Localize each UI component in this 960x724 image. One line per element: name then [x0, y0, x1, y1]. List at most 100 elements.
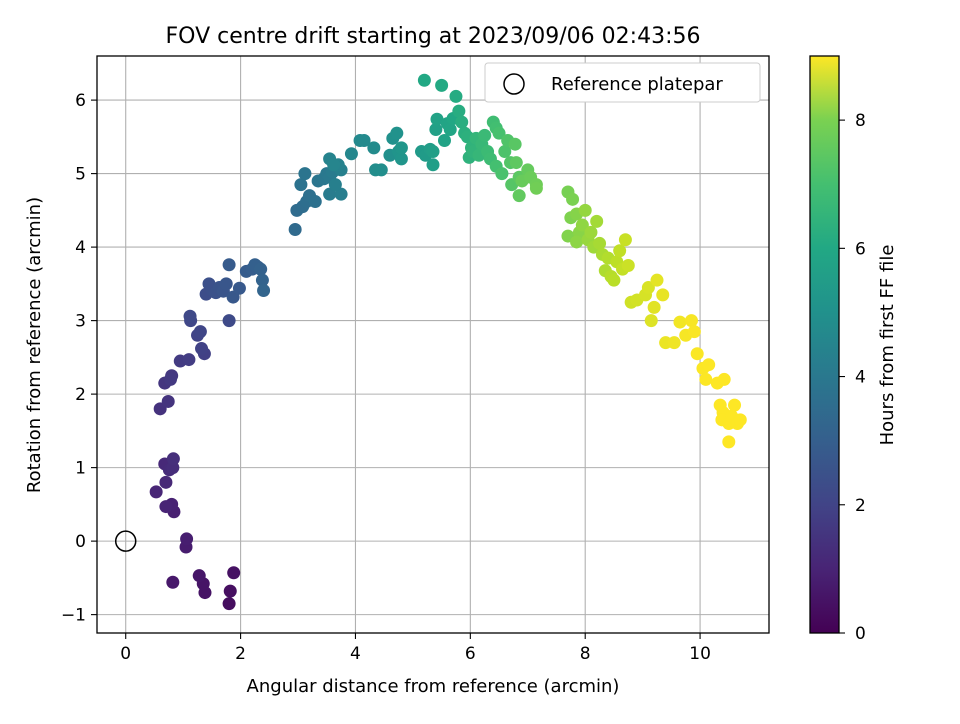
data-point [529, 181, 543, 195]
data-point [219, 277, 233, 291]
data-point [575, 218, 589, 232]
x-tick-label: 8 [580, 644, 591, 664]
data-point [618, 233, 632, 247]
data-point [394, 152, 408, 166]
data-point [607, 273, 621, 287]
data-point [478, 128, 492, 142]
colorbar-gradient [809, 55, 840, 634]
data-point [621, 258, 635, 272]
data-point [437, 134, 451, 148]
data-point [590, 214, 604, 228]
legend-entry-reference-platepar: Reference platepar [551, 74, 723, 95]
scatter-points [149, 73, 747, 611]
reference-platepar-marker [114, 530, 137, 552]
data-point [328, 178, 342, 192]
data-point [180, 532, 194, 546]
x-tick-label: 6 [465, 644, 476, 664]
data-point [159, 500, 173, 514]
x-tick-label: 4 [350, 644, 361, 664]
data-point [455, 115, 469, 129]
data-point [159, 475, 173, 489]
data-point [641, 281, 655, 295]
data-point [452, 104, 466, 118]
data-point [426, 145, 440, 159]
legend-box [484, 62, 761, 103]
data-point [222, 314, 236, 328]
data-point [593, 236, 607, 250]
data-point [498, 145, 512, 159]
x-axis-label: Angular distance from reference (arcmin) [247, 676, 620, 697]
data-point [443, 123, 457, 137]
y-tick-label: −1 [61, 606, 86, 626]
data-point [367, 141, 381, 155]
data-point [182, 353, 196, 367]
data-point [323, 187, 337, 201]
colorbar-tick-label: 4 [855, 368, 866, 388]
data-point [161, 394, 175, 408]
data-point [357, 134, 371, 148]
colorbar-ticks: 0 2 4 6 8 [839, 111, 866, 644]
x-tick-label: 2 [235, 644, 246, 664]
colorbar-tick-label: 0 [855, 624, 866, 644]
data-point [254, 262, 268, 276]
data-point [166, 452, 180, 466]
data-point [222, 258, 236, 272]
data-point [429, 123, 443, 137]
data-point [166, 575, 180, 589]
plot-frame [96, 55, 770, 634]
data-point [222, 597, 236, 611]
data-point [647, 300, 661, 314]
chart-title: FOV centre drift starting at 2023/09/06 … [166, 24, 701, 49]
colorbar-tick-label: 2 [855, 496, 866, 516]
data-point [294, 178, 308, 192]
data-point [509, 156, 523, 170]
y-tick-label: 5 [75, 165, 86, 185]
data-point [613, 244, 627, 258]
data-point [288, 222, 302, 236]
y-tick-label: 3 [75, 312, 86, 332]
data-point [327, 158, 341, 172]
data-point [192, 569, 206, 583]
data-point [394, 141, 408, 155]
x-axis-ticks: 0 2 4 6 8 10 [120, 633, 711, 664]
y-tick-label: 4 [75, 238, 86, 258]
data-point [733, 413, 747, 427]
data-point [417, 73, 431, 87]
y-tick-label: 1 [75, 459, 86, 479]
data-point [570, 235, 584, 249]
data-point [728, 398, 742, 412]
colorbar-tick-label: 8 [855, 111, 866, 131]
x-tick-label: 10 [689, 644, 711, 664]
data-point [584, 225, 598, 239]
data-point [684, 314, 698, 328]
data-point [195, 342, 209, 356]
y-axis-ticks: −1 0 1 2 3 4 5 6 [61, 91, 97, 626]
data-point [650, 273, 664, 287]
y-tick-label: 2 [75, 385, 86, 405]
data-point [435, 78, 449, 92]
data-point [578, 203, 592, 217]
data-point [508, 137, 522, 151]
data-point [430, 112, 444, 126]
data-point [702, 358, 716, 372]
data-point [667, 336, 681, 350]
data-point [334, 187, 348, 201]
colorbar-label: Hours from first FF file [877, 245, 898, 446]
data-point [308, 195, 322, 209]
data-point [255, 273, 269, 287]
data-point [512, 189, 526, 203]
data-point [374, 163, 388, 177]
data-point [344, 147, 358, 161]
y-tick-label: 0 [75, 532, 86, 552]
data-point [227, 566, 241, 580]
data-point [699, 372, 713, 386]
y-tick-label: 6 [75, 91, 86, 111]
data-point [673, 315, 687, 329]
data-point [202, 277, 216, 291]
data-point [232, 281, 246, 295]
data-point [223, 584, 237, 598]
data-point [717, 372, 731, 386]
data-point [495, 167, 509, 181]
